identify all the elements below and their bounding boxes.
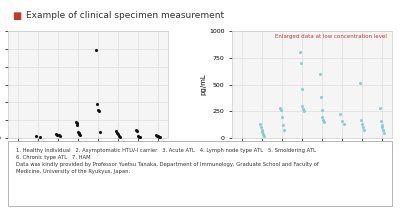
- Point: [96, 130, 103, 134]
- Point: [341, 123, 347, 126]
- Point: [95, 108, 101, 111]
- Point: [75, 131, 82, 135]
- Point: [74, 123, 81, 126]
- Point: [279, 115, 285, 118]
- Point: [136, 136, 143, 139]
- Point: [93, 48, 100, 51]
- Point: [135, 135, 141, 138]
- Point: [258, 128, 265, 131]
- Point: [136, 135, 142, 139]
- Point: [75, 130, 81, 134]
- FancyBboxPatch shape: [8, 141, 392, 206]
- Point: [94, 103, 100, 106]
- Point: [154, 134, 160, 137]
- Y-axis label: pg/mL: pg/mL: [200, 74, 206, 95]
- Point: [377, 106, 383, 110]
- Point: [261, 134, 267, 138]
- Point: [76, 133, 83, 136]
- Point: [298, 61, 304, 65]
- Point: [134, 129, 140, 133]
- Point: [360, 126, 366, 129]
- Point: [156, 136, 163, 139]
- Text: Enlarged data at low concentration level: Enlarged data at low concentration level: [275, 34, 387, 39]
- Point: [116, 135, 123, 139]
- Point: [96, 110, 102, 113]
- Point: [113, 129, 120, 133]
- Point: [300, 108, 306, 111]
- Point: [155, 134, 161, 138]
- Point: [76, 132, 82, 135]
- Point: [156, 135, 162, 139]
- Point: [257, 123, 263, 126]
- Point: [299, 104, 306, 108]
- Point: [56, 134, 63, 137]
- Point: [381, 131, 387, 135]
- Point: [380, 128, 386, 131]
- Point: [114, 131, 120, 135]
- Point: [378, 119, 384, 123]
- Point: [361, 128, 367, 131]
- Point: [36, 136, 43, 139]
- Point: [153, 134, 160, 137]
- Text: Example of clinical specimen measurement: Example of clinical specimen measurement: [26, 11, 224, 20]
- Point: [318, 96, 324, 99]
- Point: [33, 135, 40, 138]
- Point: [359, 123, 365, 126]
- Text: 1. Healthy Individual   2. Asymptomatic HTLV-I carrier   3. Acute ATL   4. Lymph: 1. Healthy Individual 2. Asymptomatic HT…: [16, 148, 318, 174]
- Point: [337, 112, 343, 115]
- Point: [379, 126, 386, 129]
- Point: [277, 106, 283, 110]
- Point: [259, 130, 266, 134]
- Point: [319, 115, 326, 118]
- Point: [53, 132, 60, 135]
- Point: [133, 129, 140, 132]
- Point: [258, 126, 264, 129]
- Point: [298, 87, 305, 90]
- Point: [321, 120, 327, 124]
- Point: [339, 119, 345, 123]
- Text: ■: ■: [12, 11, 21, 21]
- Point: [278, 109, 284, 112]
- Point: [301, 110, 307, 113]
- Point: [74, 121, 80, 125]
- Point: [358, 118, 364, 122]
- Point: [378, 124, 385, 127]
- Point: [73, 120, 80, 124]
- Point: [357, 82, 363, 85]
- Point: [318, 109, 325, 112]
- Point: [317, 72, 323, 76]
- Point: [297, 51, 303, 54]
- Point: [260, 132, 266, 136]
- Point: [320, 118, 326, 122]
- Point: [281, 128, 287, 131]
- Point: [116, 134, 122, 137]
- Point: [54, 133, 61, 136]
- Point: [115, 132, 121, 135]
- Point: [280, 124, 286, 127]
- Point: [55, 134, 62, 137]
